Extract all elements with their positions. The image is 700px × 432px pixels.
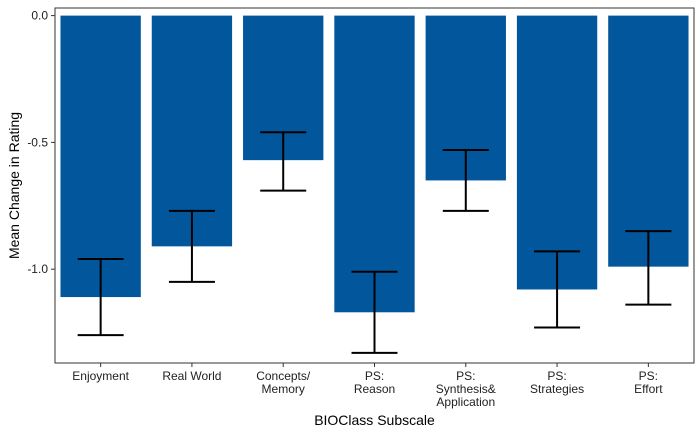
x-tick-label: PS: Reason xyxy=(354,369,395,396)
bar xyxy=(60,15,141,298)
bar xyxy=(608,15,689,267)
x-tick-label-line: Reason xyxy=(354,382,395,396)
error-bars-layer xyxy=(77,131,672,354)
y-tick-label: -1.0 xyxy=(27,262,48,276)
x-tick-label-line: Memory xyxy=(262,382,305,396)
y-tick-label: -0.5 xyxy=(27,135,48,149)
x-axis-title: BIOClass Subscale xyxy=(314,412,435,428)
y-tick-label: 0.0 xyxy=(31,9,48,23)
x-tick-label: PS: Effort xyxy=(634,369,663,396)
x-tick-label-line: Synthesis& xyxy=(436,382,496,396)
x-tick-label: Real World xyxy=(162,369,221,383)
bar xyxy=(334,15,415,313)
x-tick-label: PS: Strategies xyxy=(530,369,584,396)
bar xyxy=(516,15,598,290)
bars-layer xyxy=(60,15,689,313)
x-tick-label-line: Effort xyxy=(634,382,663,396)
x-tick-label-line: Application xyxy=(436,395,495,409)
x-tick-label: Concepts/Memory xyxy=(256,369,311,396)
y-axis: 0.0 -0.5 -1.0 xyxy=(27,9,55,276)
x-tick-label-line: Real World xyxy=(162,369,221,383)
x-tick-label-line: Enjoyment xyxy=(72,369,129,383)
x-tick-label-line: PS: xyxy=(639,369,658,383)
x-tick-label-line: PS: xyxy=(547,369,566,383)
x-tick-label-line: Strategies xyxy=(530,382,584,396)
x-tick-label-line: PS: xyxy=(365,369,384,383)
bar xyxy=(151,15,233,247)
y-axis-title: Mean Change in Rating xyxy=(6,112,22,259)
x-tick-label: PS: Synthesis& Application xyxy=(436,369,496,409)
x-tick-label: Enjoyment xyxy=(72,369,129,383)
x-tick-label-line: PS: xyxy=(456,369,475,383)
x-tick-label-line: Concepts/ xyxy=(256,369,311,383)
